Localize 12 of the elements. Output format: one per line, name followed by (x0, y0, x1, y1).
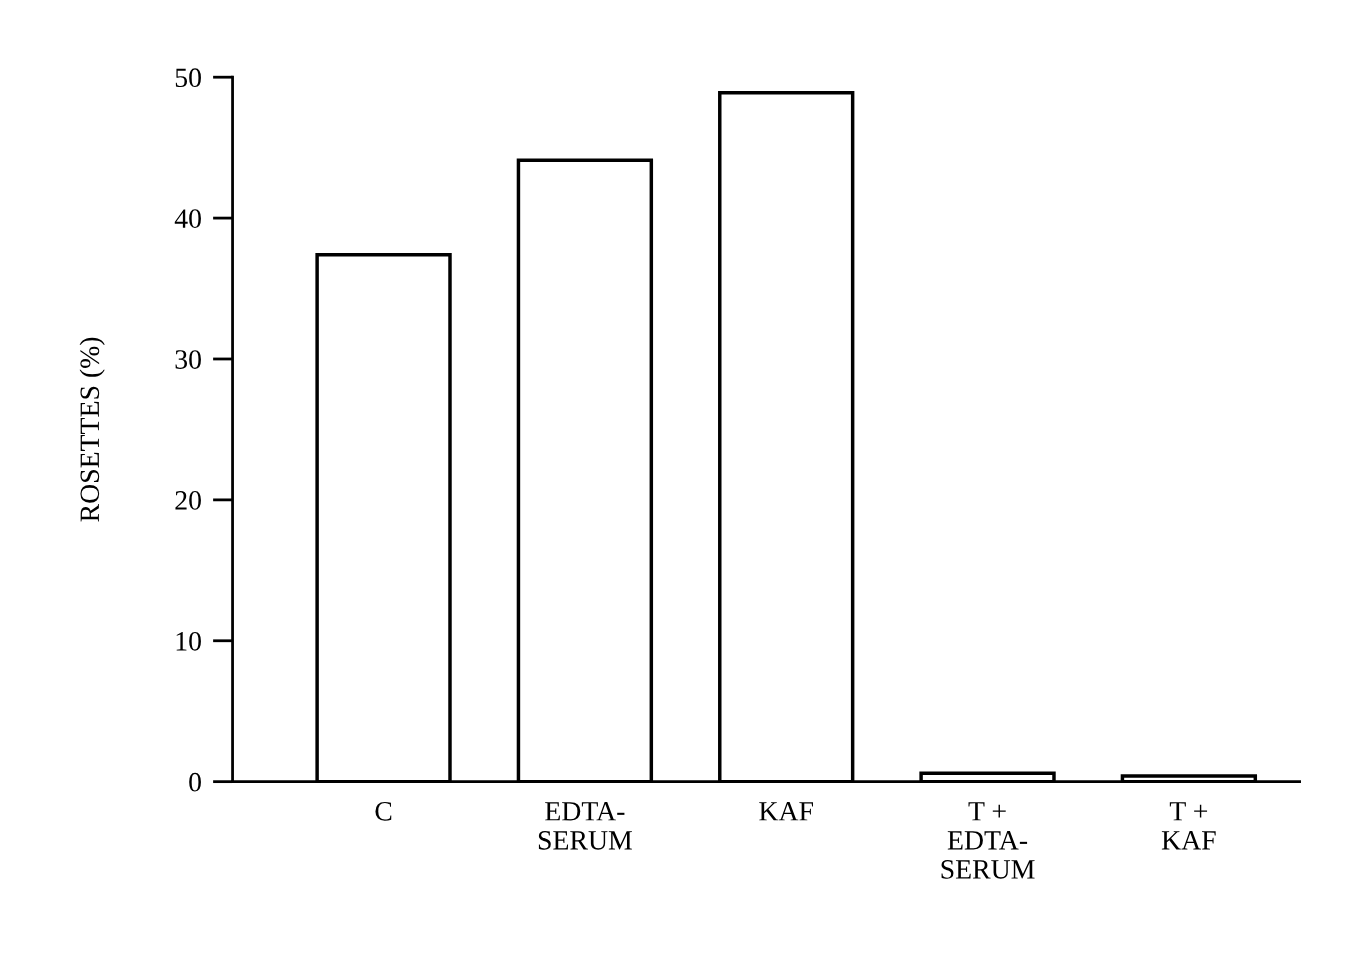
y-tick-label: 10 (176, 631, 201, 651)
y-tick-label: 30 (175, 350, 201, 369)
y-tick-label: 0 (189, 772, 201, 792)
y-tick-label: 40 (174, 209, 201, 228)
y-axis-title: ROSETTES (%) (79, 337, 105, 522)
x-tick-label: T + KAF (1161, 802, 1216, 850)
x-tick-label: KAF (759, 802, 813, 821)
y-tick-label: 20 (175, 491, 201, 510)
x-tick-label: EDTA- SERUM (538, 802, 632, 850)
x-tick-label: C (375, 801, 392, 821)
x-tick-label: T + EDTA- SERUM (941, 802, 1035, 879)
y-tick-label: 50 (175, 68, 201, 88)
